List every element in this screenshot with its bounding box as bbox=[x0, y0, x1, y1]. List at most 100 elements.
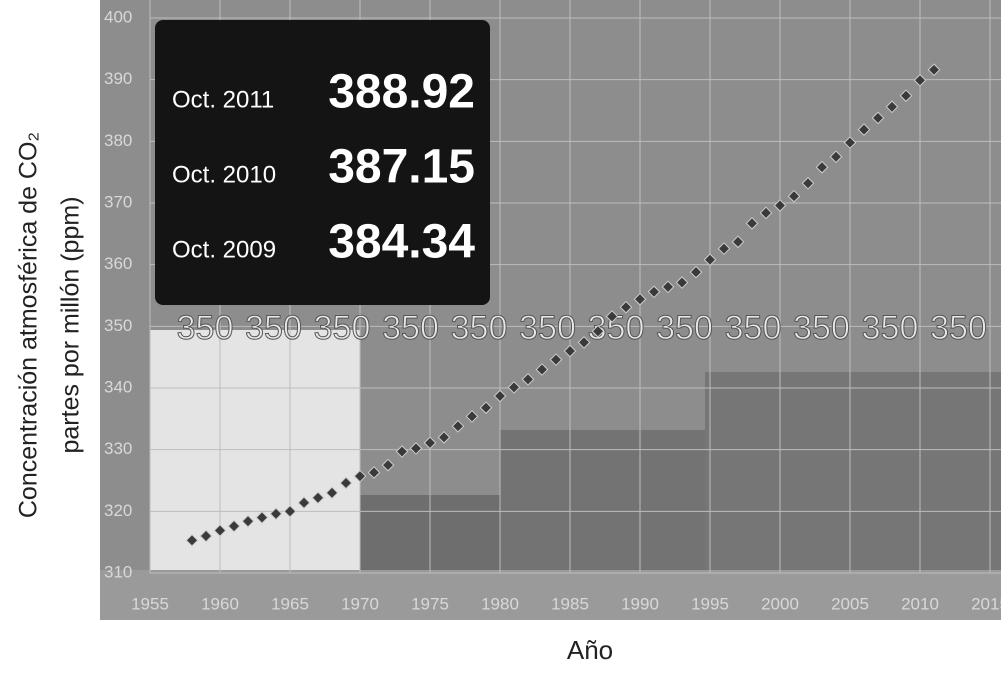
x-tick-label: 2005 bbox=[831, 594, 869, 613]
inset-value: 384.34 bbox=[328, 216, 475, 269]
data-point bbox=[465, 410, 479, 423]
y-tick-label: 360 bbox=[104, 254, 132, 273]
y-axis-label: Concentración atmosférica de CO₂ bbox=[15, 132, 43, 518]
x-tick-label: 1970 bbox=[341, 594, 379, 613]
data-point bbox=[535, 363, 549, 376]
data-point bbox=[675, 276, 689, 289]
data-point bbox=[339, 476, 353, 490]
x-tick-label: 1975 bbox=[411, 594, 449, 613]
inset-value: 388.92 bbox=[328, 66, 475, 119]
data-point bbox=[913, 73, 927, 87]
data-point bbox=[367, 466, 381, 479]
data-point bbox=[633, 292, 647, 306]
banner-label: 350 bbox=[519, 309, 576, 347]
data-point bbox=[731, 235, 745, 249]
inset-box bbox=[155, 20, 490, 305]
banner-label: 350 bbox=[451, 309, 508, 347]
data-point bbox=[717, 242, 731, 255]
data-point bbox=[409, 442, 423, 455]
banner-label: 350 bbox=[656, 309, 713, 347]
x-tick-label: 1980 bbox=[481, 594, 519, 613]
banner-label: 350 bbox=[930, 309, 987, 347]
data-point bbox=[885, 100, 899, 114]
data-point bbox=[703, 253, 717, 267]
banner-label: 350 bbox=[793, 309, 850, 347]
data-point bbox=[661, 280, 675, 294]
data-point bbox=[493, 389, 507, 403]
data-point bbox=[395, 445, 409, 458]
data-point bbox=[283, 504, 297, 518]
data-point bbox=[423, 436, 437, 450]
data-point bbox=[619, 300, 633, 314]
data-point bbox=[843, 136, 857, 149]
marks bbox=[185, 63, 941, 547]
data-point bbox=[745, 216, 759, 230]
data-point bbox=[871, 111, 885, 125]
data-point bbox=[311, 491, 325, 505]
data-point bbox=[507, 381, 521, 394]
data-point bbox=[255, 511, 269, 524]
x-axis-label: Año bbox=[567, 635, 613, 665]
data-point bbox=[647, 285, 661, 299]
data-point bbox=[381, 458, 395, 472]
banner: 350 350 350 350 350 350 350 350 350 350 350 350 bbox=[176, 308, 987, 347]
data-point bbox=[213, 524, 227, 537]
x-tick-label: 1990 bbox=[621, 594, 659, 613]
inset-label: Oct. 2009 bbox=[172, 236, 276, 263]
data-point bbox=[787, 189, 801, 203]
y-tick-label: 400 bbox=[104, 7, 132, 26]
banner-label: 350 bbox=[245, 309, 302, 347]
y-tick-label: 380 bbox=[104, 131, 132, 150]
banner-label: 350 bbox=[382, 309, 439, 347]
data-point bbox=[605, 310, 619, 323]
y-tick-label: 350 bbox=[104, 316, 132, 335]
inset-value: 387.15 bbox=[328, 141, 475, 194]
data-point bbox=[297, 496, 311, 510]
x-tick-label: 2010 bbox=[901, 594, 939, 613]
data-point bbox=[801, 176, 815, 190]
x-tick-label: 2000 bbox=[761, 594, 799, 613]
data-point bbox=[451, 419, 465, 433]
data-point bbox=[857, 123, 871, 136]
data-point bbox=[577, 336, 591, 349]
data-point bbox=[199, 529, 213, 543]
y-tick-label: 390 bbox=[104, 69, 132, 88]
y-tick-label: 340 bbox=[104, 377, 132, 396]
data-point bbox=[269, 507, 283, 521]
banner-label: 350 bbox=[725, 309, 782, 347]
data-point bbox=[549, 353, 563, 366]
data-point bbox=[899, 89, 913, 103]
banner-label: 350 bbox=[314, 309, 371, 347]
data-point bbox=[521, 373, 535, 386]
data-point bbox=[563, 344, 577, 358]
data-point bbox=[829, 150, 843, 164]
y-tick-label: 320 bbox=[104, 501, 132, 520]
data-point bbox=[185, 533, 199, 547]
x-tick-label: 1985 bbox=[551, 594, 589, 613]
x-axis-band bbox=[100, 570, 1001, 620]
data-point bbox=[815, 160, 829, 174]
data-point bbox=[325, 486, 339, 500]
x-tick-label: 1995 bbox=[691, 594, 729, 613]
banner-label: 350 bbox=[862, 309, 919, 347]
data-point bbox=[689, 265, 703, 279]
x-tick-label: 1955 bbox=[131, 594, 169, 613]
data-point bbox=[227, 519, 241, 533]
inset: Oct. 2011 388.92 Oct. 2010 387.15 Oct. 2009 3… bbox=[172, 66, 475, 269]
data-point bbox=[927, 63, 941, 77]
y-tick-label: 370 bbox=[104, 192, 132, 211]
banner-label: 350 bbox=[177, 309, 234, 347]
data-point bbox=[437, 430, 451, 444]
x-tick-label: 2015 bbox=[971, 594, 1001, 613]
data-point bbox=[353, 469, 367, 483]
dark-block bbox=[500, 430, 705, 570]
data-point bbox=[759, 206, 773, 220]
inset-label: Oct. 2010 bbox=[172, 161, 276, 188]
inset-label: Oct. 2011 bbox=[172, 86, 274, 113]
data-point bbox=[479, 401, 493, 415]
dark-block bbox=[705, 372, 1001, 570]
x-tick-label: 1960 bbox=[201, 594, 239, 613]
data-point bbox=[241, 514, 255, 528]
